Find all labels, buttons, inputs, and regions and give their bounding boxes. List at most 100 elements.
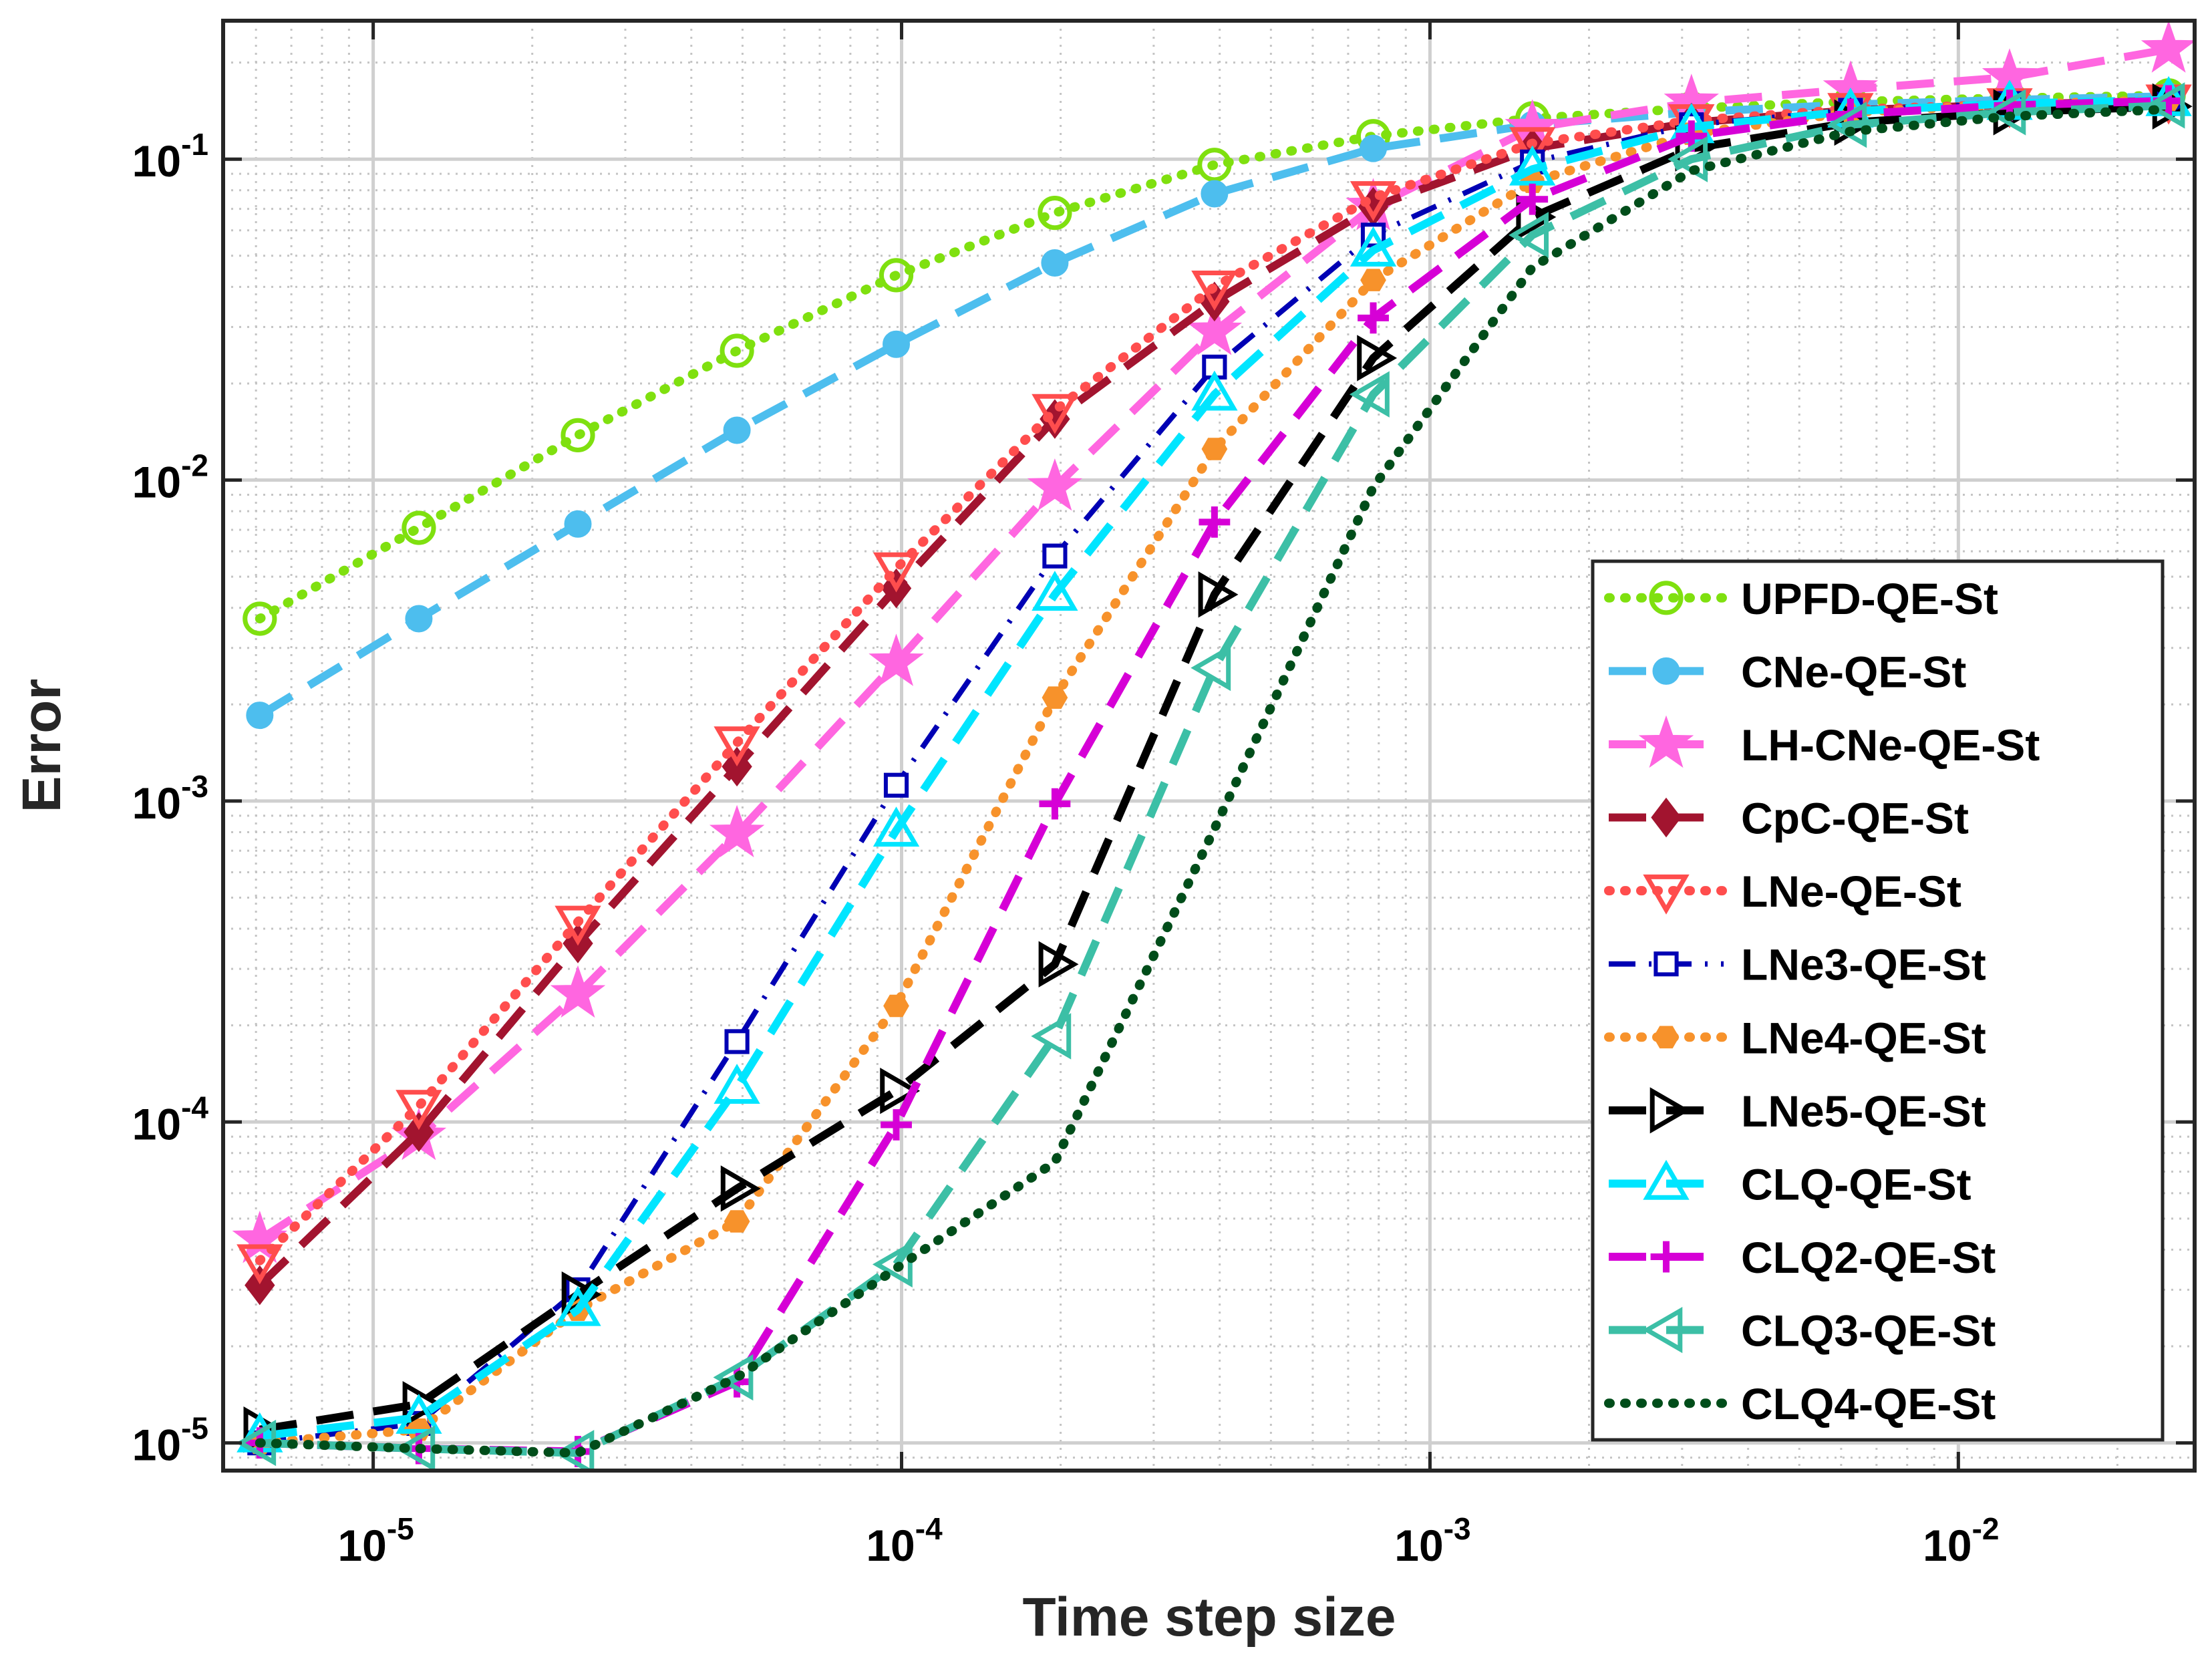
legend-label: CLQ4-QE-St — [1741, 1379, 1996, 1428]
data-point-lne-qe-st — [396, 1090, 442, 1130]
x-tick-label: 10-2 — [1923, 1511, 1999, 1570]
data-point-lne-qe-st — [714, 726, 760, 767]
legend-marker-cpc-qe-st — [1651, 797, 1682, 838]
y-tick-label-exponent: -3 — [181, 769, 208, 804]
data-point-upfd-qe-st — [720, 333, 754, 368]
data-point-lh-cne-qe-st — [2141, 21, 2195, 73]
data-point-clq2-qe-st — [881, 1109, 912, 1141]
data-point-lh-cne-qe-st — [1027, 458, 1083, 511]
data-point-clq-qe-st — [1509, 145, 1556, 186]
legend-label: LNe-QE-St — [1741, 867, 1961, 916]
data-point-clq-qe-st — [1032, 571, 1078, 611]
data-point-clq3-qe-st — [1668, 136, 1708, 182]
y-tick-label-base: 10 — [132, 1099, 181, 1149]
data-point-clq-qe-st — [1191, 370, 1238, 411]
legend: UPFD-QE-St CNe-QE-St LH-CNe-QE-St CpC-QE-St… — [1591, 559, 2165, 1442]
x-tick-label-exponent: -4 — [915, 1511, 943, 1546]
x-tick-label: 10-4 — [866, 1511, 943, 1570]
legend-label: LNe3-QE-St — [1741, 940, 1986, 990]
legend-label: LH-CNe-QE-St — [1741, 720, 2040, 770]
legend-label: CpC-QE-St — [1741, 794, 1969, 843]
data-point-lne3-qe-st — [883, 772, 909, 798]
data-point-cne-qe-st — [1041, 249, 1069, 277]
data-point-lne-qe-st — [1509, 127, 1556, 168]
data-point-lne5-qe-st — [1198, 571, 1239, 618]
x-tick-label-exponent: -3 — [1444, 1511, 1471, 1546]
legend-entry-cne-qe-st: CNe-QE-St — [1609, 647, 1966, 696]
x-tick-label-base: 10 — [337, 1521, 386, 1570]
data-point-lne4-qe-st — [883, 994, 909, 1018]
data-point-clq3-qe-st — [1031, 1013, 1072, 1060]
legend-entry-clq3-qe-st: CLQ3-QE-St — [1609, 1306, 1996, 1356]
y-tick-label: 10-4 — [132, 1090, 209, 1149]
data-point-clq2-qe-st — [1517, 183, 1549, 215]
legend-label: UPFD-QE-St — [1741, 574, 1998, 623]
legend-marker-clq2-qe-st — [1650, 1241, 1682, 1273]
data-point-upfd-qe-st — [561, 418, 595, 452]
data-point-lne5-qe-st — [1038, 941, 1079, 988]
data-point-clq3-qe-st — [713, 1354, 754, 1401]
data-point-upfd-qe-st — [1038, 196, 1072, 231]
data-point-lne3-qe-st — [724, 1029, 750, 1054]
data-point-lne4-qe-st — [1201, 438, 1228, 460]
legend-marker-lne4-qe-st — [1653, 1026, 1680, 1049]
data-point-lh-cne-qe-st — [868, 633, 924, 686]
data-point-lh-cne-qe-st — [1187, 303, 1243, 355]
data-point-lne-qe-st — [555, 905, 601, 946]
legend-marker-lne-qe-st — [1643, 874, 1690, 915]
data-point-clq3-qe-st — [1349, 371, 1390, 418]
data-point-lne5-qe-st — [1357, 335, 1398, 382]
data-point-clq2-qe-st — [1358, 302, 1389, 334]
legend-label: LNe5-QE-St — [1741, 1086, 1986, 1136]
x-tick-label-base: 10 — [1923, 1521, 1971, 1570]
data-point-lne-qe-st — [1032, 394, 1078, 434]
data-point-lh-cne-qe-st — [550, 965, 606, 1018]
data-point-cne-qe-st — [246, 702, 274, 730]
x-tick-label-exponent: -5 — [387, 1511, 414, 1546]
data-point-clq3-qe-st — [2145, 82, 2185, 129]
y-tick-label-base: 10 — [132, 136, 181, 186]
data-point-lh-cne-qe-st — [709, 804, 765, 858]
legend-label: LNe4-QE-St — [1741, 1013, 1986, 1062]
data-point-clq-qe-st — [1350, 226, 1397, 267]
data-point-cne-qe-st — [564, 510, 592, 538]
data-point-cne-qe-st — [723, 416, 751, 444]
series-layer — [232, 21, 2195, 1471]
data-point-lne-qe-st — [236, 1244, 283, 1285]
data-point-clq3-qe-st — [1509, 212, 1549, 259]
y-tick-label: 10-3 — [132, 769, 208, 828]
data-point-cne-qe-st — [883, 330, 911, 358]
legend-entry-lne-qe-st: LNe-QE-St — [1604, 867, 1961, 916]
data-point-upfd-qe-st — [402, 510, 436, 545]
x-tick-label-exponent: -2 — [1972, 1511, 2000, 1546]
legend-marker-lh-cne-qe-st — [1638, 715, 1694, 768]
y-tick-label-base: 10 — [132, 1420, 181, 1470]
y-tick-label: 10-5 — [132, 1411, 208, 1470]
data-point-cne-qe-st — [1360, 134, 1388, 162]
y-tick-label-base: 10 — [132, 458, 181, 507]
data-point-lne4-qe-st — [1042, 686, 1068, 709]
series-line-clq4-qe-st — [255, 104, 2174, 1458]
data-point-clq3-qe-st — [1191, 644, 1231, 692]
data-point-lne4-qe-st — [724, 1210, 750, 1233]
legend-entry-clq4-qe-st: CLQ4-QE-St — [1604, 1379, 1996, 1428]
x-axis-title: Time step size — [1022, 1587, 1396, 1648]
plot-frame — [221, 19, 2197, 1473]
data-point-clq3-qe-st — [872, 1241, 913, 1288]
x-tick-label-base: 10 — [866, 1521, 915, 1570]
data-point-clq2-qe-st — [1199, 506, 1231, 538]
data-point-lh-cne-qe-st — [232, 1210, 288, 1263]
y-tick-label-exponent: -1 — [181, 127, 208, 162]
data-point-cne-qe-st — [1201, 180, 1229, 208]
data-point-cpc-qe-st — [404, 1112, 434, 1153]
data-point-lne5-qe-st — [880, 1068, 921, 1114]
legend-entry-lh-cne-qe-st: LH-CNe-QE-St — [1609, 715, 2040, 770]
data-point-clq2-qe-st — [1039, 788, 1071, 820]
data-point-clq-qe-st — [714, 1064, 760, 1104]
data-point-upfd-qe-st — [1197, 148, 1232, 182]
data-point-lne-qe-st — [1350, 181, 1397, 222]
y-axis-title: Error — [11, 679, 72, 813]
y-axis-ticks: 10-510-410-310-210-1 — [132, 127, 2195, 1470]
legend-entry-lne4-qe-st: LNe4-QE-St — [1604, 1013, 1986, 1062]
legend-entry-clq2-qe-st: CLQ2-QE-St — [1609, 1233, 1996, 1282]
